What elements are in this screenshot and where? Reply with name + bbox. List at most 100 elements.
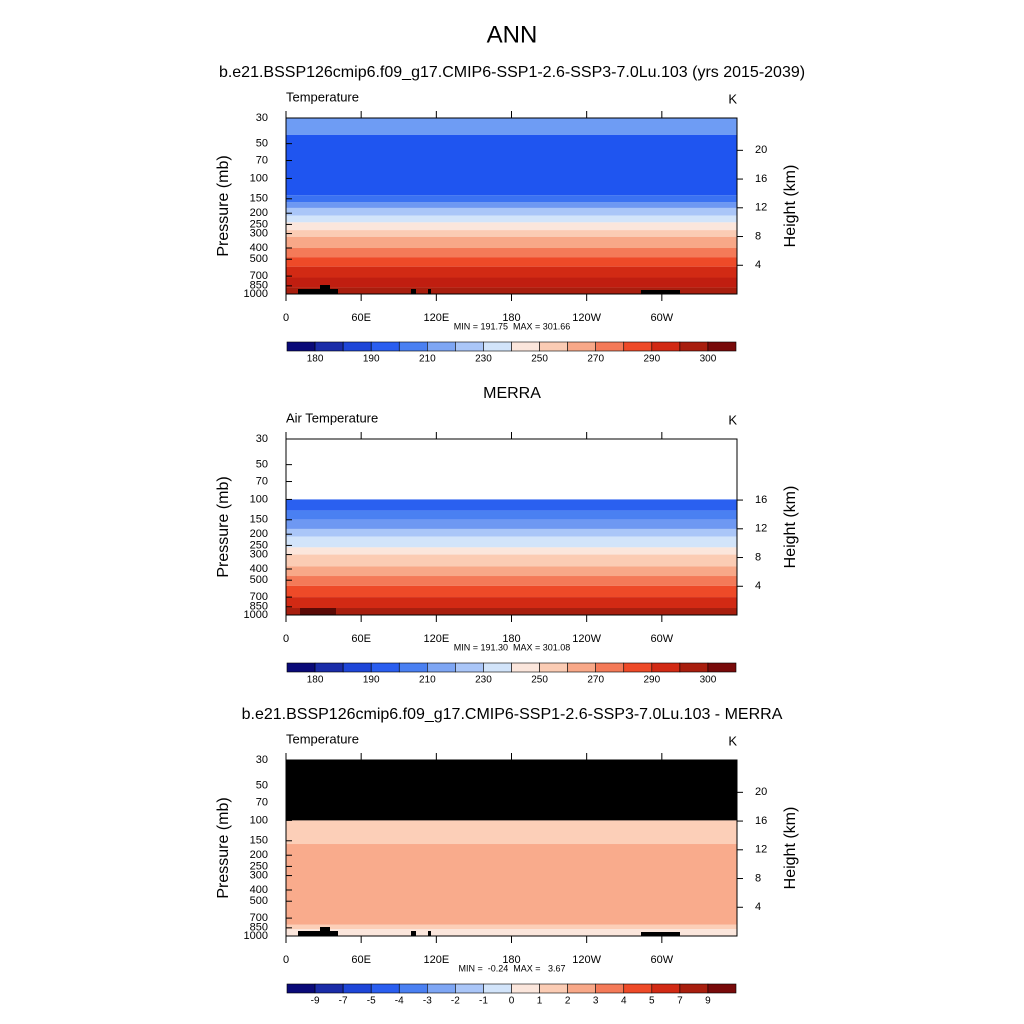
contour-band bbox=[286, 924, 737, 930]
y-tick-label: 250 bbox=[250, 539, 268, 551]
panel-title: b.e21.BSSP126cmip6.f09_g17.CMIP6-SSP1-2.… bbox=[242, 706, 783, 723]
y-axis-label: Pressure (mb) bbox=[215, 797, 232, 898]
left-label: Temperature bbox=[286, 89, 359, 104]
y2-tick-label: 12 bbox=[755, 844, 767, 856]
colorbar-swatch bbox=[679, 341, 709, 352]
contour-band bbox=[286, 236, 737, 249]
colorbar-label: 210 bbox=[419, 354, 436, 365]
contour-band bbox=[286, 585, 737, 598]
contour-band bbox=[286, 207, 737, 216]
colorbar-swatch bbox=[483, 341, 512, 352]
colorbar-label: 210 bbox=[419, 675, 436, 686]
contour-band bbox=[286, 195, 737, 203]
y-tick-label: 70 bbox=[256, 475, 268, 487]
topography bbox=[428, 289, 431, 294]
contour-band bbox=[286, 844, 737, 925]
x-tick-label: 120W bbox=[572, 954, 601, 966]
y-tick-label: 250 bbox=[250, 860, 268, 872]
y-tick-label: 1000 bbox=[244, 288, 268, 300]
y2-tick-label: 4 bbox=[755, 901, 761, 913]
topography bbox=[641, 290, 680, 294]
colorbar-label: -9 bbox=[311, 996, 320, 1007]
colorbar-label: -2 bbox=[451, 996, 460, 1007]
contour-band bbox=[286, 248, 737, 258]
y2-tick-label: 20 bbox=[755, 786, 767, 798]
contour-band bbox=[286, 222, 737, 231]
colorbar-label: 270 bbox=[587, 354, 604, 365]
y-tick-label: 50 bbox=[256, 459, 268, 471]
y-tick-label: 850 bbox=[250, 601, 268, 613]
contour-band bbox=[286, 760, 737, 821]
y-tick-label: 500 bbox=[250, 895, 268, 907]
colorbar-label: 1 bbox=[537, 996, 543, 1007]
colorbar-label: 9 bbox=[705, 996, 711, 1007]
contour-band bbox=[286, 820, 737, 845]
y-tick-label: 400 bbox=[250, 884, 268, 896]
x-tick-label: 120E bbox=[423, 312, 449, 324]
colorbar-label: 0 bbox=[509, 996, 515, 1007]
topography bbox=[411, 931, 416, 936]
y-tick-label: 100 bbox=[250, 493, 268, 505]
colorbar-swatch bbox=[286, 662, 316, 673]
y2-tick-label: 4 bbox=[755, 580, 761, 592]
y2-tick-label: 16 bbox=[755, 815, 767, 827]
colorbar-swatch bbox=[483, 983, 512, 994]
y-tick-label: 850 bbox=[250, 280, 268, 292]
y2-tick-label: 8 bbox=[755, 230, 761, 242]
colorbar-swatch bbox=[427, 662, 456, 673]
colorbar-label: 5 bbox=[649, 996, 655, 1007]
colorbar-swatch bbox=[370, 341, 400, 352]
y2-axis-label: Height (km) bbox=[782, 486, 799, 569]
topography bbox=[428, 931, 431, 936]
contour-band bbox=[286, 929, 737, 936]
topography bbox=[320, 285, 330, 294]
x-tick-label: 60W bbox=[651, 312, 674, 324]
colorbar-label: 250 bbox=[531, 354, 548, 365]
colorbar-swatch bbox=[595, 341, 625, 352]
colorbar-swatch bbox=[314, 341, 344, 352]
x-tick-label: 120E bbox=[423, 954, 449, 966]
colorbar-label: 190 bbox=[363, 354, 380, 365]
colorbar-label: 290 bbox=[643, 354, 660, 365]
colorbar-swatch bbox=[539, 341, 568, 352]
x-tick-label: 60E bbox=[351, 633, 371, 645]
colorbar-swatch bbox=[455, 662, 484, 673]
y-tick-label: 500 bbox=[250, 253, 268, 265]
y2-tick-label: 4 bbox=[755, 259, 761, 271]
y-tick-label: 700 bbox=[250, 912, 268, 924]
x-tick-label: 60E bbox=[351, 954, 371, 966]
right-label: K bbox=[728, 733, 737, 748]
y2-tick-label: 8 bbox=[755, 872, 761, 884]
y-tick-label: 700 bbox=[250, 270, 268, 282]
y-tick-label: 300 bbox=[250, 548, 268, 560]
contour-band bbox=[286, 576, 737, 586]
x-tick-label: 60E bbox=[351, 312, 371, 324]
x-tick-label: 0 bbox=[283, 312, 289, 324]
contour-band bbox=[286, 134, 737, 196]
y2-axis-label: Height (km) bbox=[782, 165, 799, 248]
colorbar-swatch bbox=[539, 983, 568, 994]
y-tick-label: 1000 bbox=[244, 930, 268, 942]
colorbar-swatch bbox=[595, 662, 625, 673]
colorbar-swatch bbox=[707, 662, 737, 673]
contour-band bbox=[286, 597, 737, 609]
contour-band bbox=[286, 202, 737, 208]
colorbar-swatch bbox=[679, 662, 709, 673]
colorbar-label: 230 bbox=[475, 354, 492, 365]
contour-band bbox=[286, 566, 737, 577]
colorbar-label: 290 bbox=[643, 675, 660, 686]
colorbar-swatch bbox=[455, 983, 484, 994]
colorbar-swatch bbox=[651, 341, 681, 352]
topography bbox=[411, 289, 416, 294]
x-tick-label: 0 bbox=[283, 954, 289, 966]
colorbar-swatch bbox=[342, 662, 372, 673]
colorbar-swatch bbox=[286, 983, 316, 994]
x-tick-label: 180 bbox=[502, 633, 520, 645]
y2-tick-label: 16 bbox=[755, 173, 767, 185]
y-tick-label: 300 bbox=[250, 227, 268, 239]
colorbar-swatch bbox=[567, 341, 596, 352]
contour-band bbox=[286, 547, 737, 555]
contour-band bbox=[286, 608, 737, 615]
